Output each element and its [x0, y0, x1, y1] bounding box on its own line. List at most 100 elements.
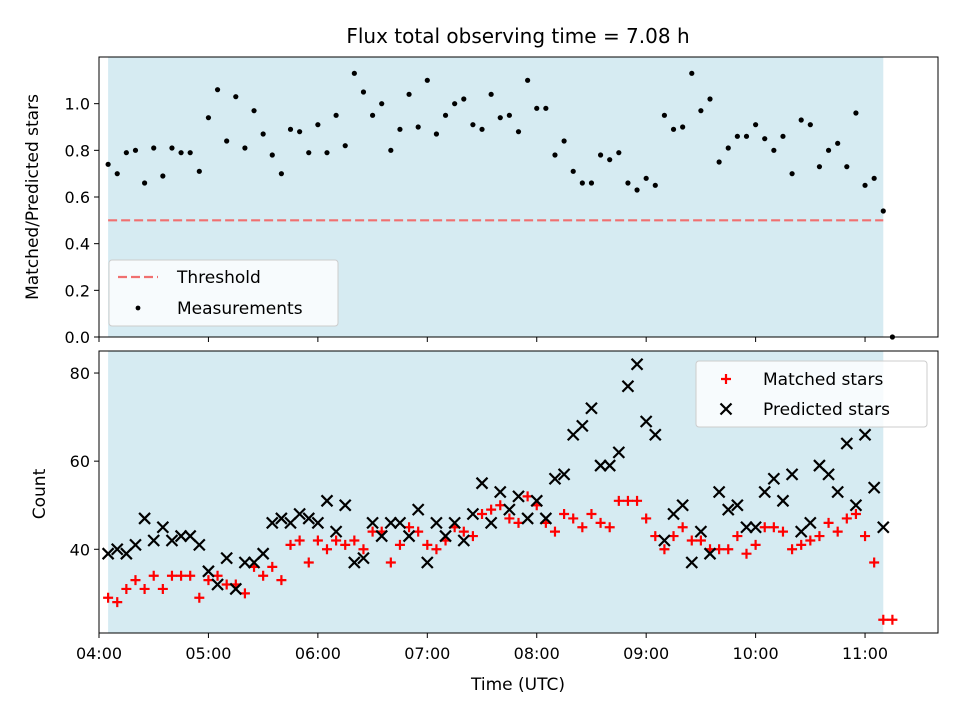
measurement-point	[397, 126, 403, 132]
measurement-point	[406, 91, 412, 97]
x-tick-label: 04:00	[76, 644, 122, 663]
measurement-point	[515, 129, 522, 135]
top-legend-box	[108, 259, 339, 327]
predicted-star-point	[110, 543, 124, 556]
matched-star-point	[632, 495, 643, 506]
matched-star-point	[659, 544, 670, 555]
measurement-point	[251, 108, 257, 114]
measurement-point	[442, 112, 449, 118]
matched-star-point	[869, 557, 880, 568]
measurement-point	[670, 126, 677, 132]
predicted-star-point	[530, 494, 544, 508]
matched-star-point	[121, 583, 132, 594]
matched-star-point	[887, 614, 898, 625]
predicted-star-point	[439, 529, 452, 543]
matched-star-point	[103, 592, 114, 603]
bottom-legend-box	[695, 360, 928, 428]
legend-measurements-label: Measurements	[177, 299, 303, 319]
measurement-point	[461, 96, 467, 102]
predicted-star-point	[822, 468, 835, 481]
predicted-star-point	[512, 490, 525, 503]
measurement-point	[224, 138, 230, 144]
measurement-point	[780, 133, 786, 139]
matched-star-point	[139, 583, 150, 594]
predicted-star-point	[703, 547, 717, 560]
predicted-star-point	[867, 481, 881, 494]
measurement-point	[479, 126, 485, 132]
predicted-star-point	[156, 520, 170, 534]
predicted-star-point	[293, 507, 306, 521]
legend-matched-label: Matched stars	[763, 370, 883, 390]
predicted-star-point	[448, 516, 461, 530]
matched-star-point	[312, 535, 323, 546]
matched-star-point	[787, 544, 798, 555]
matched-star-point	[258, 570, 269, 581]
matched-star-point	[622, 495, 633, 506]
matched-star-point	[805, 535, 816, 546]
matched-star-point	[832, 526, 843, 537]
top-axis-ticks: 0.0 0.2 0.4 0.6 0.8 1.0	[65, 95, 866, 347]
measurement-point	[871, 175, 877, 181]
matched-star-point	[148, 570, 159, 581]
predicted-star-point	[138, 512, 151, 525]
predicted-star-point	[858, 428, 872, 441]
predicted-star-point	[220, 551, 233, 565]
measurement-point	[607, 157, 613, 163]
measurement-point	[169, 145, 175, 151]
predicted-star-point	[557, 468, 571, 481]
predicted-star-point	[548, 472, 562, 486]
matched-star-point	[385, 557, 396, 568]
matched-star-point	[777, 526, 788, 537]
top-panel: Flux total observing time = 7.08 h 0.00.…	[23, 24, 939, 347]
measurement-point	[652, 182, 658, 188]
measurement-point	[141, 180, 148, 186]
matched-star-point	[823, 517, 834, 528]
top-legend: Threshold Measurements	[108, 259, 339, 327]
bottom-y-tick-label: 60	[70, 452, 90, 471]
measurement-point	[698, 108, 704, 114]
predicted-star-point	[466, 507, 480, 521]
measurement-point	[315, 122, 321, 128]
measurement-point	[543, 105, 549, 111]
measurement-point	[588, 180, 595, 186]
matched-star-point	[677, 522, 688, 533]
measurement-point	[260, 131, 266, 137]
measurement-point	[707, 96, 713, 102]
measurement-point	[360, 89, 367, 95]
measurement-point	[579, 180, 585, 186]
matched-star-point	[841, 513, 852, 524]
predicted-star-point	[658, 534, 671, 547]
x-tick-label: 11:00	[842, 644, 888, 663]
predicted-star-point	[411, 503, 425, 516]
matched-star-point	[586, 509, 597, 520]
measurement-point	[415, 124, 421, 130]
legend-predicted-swatch	[719, 402, 733, 416]
measurement-point	[552, 152, 558, 158]
measurement-point	[205, 115, 212, 121]
predicted-star-point	[202, 565, 215, 578]
matched-star-point	[686, 535, 697, 546]
predicted-star-point	[421, 556, 434, 569]
measurement-point	[753, 122, 759, 128]
x-axis-label: Time (UTC)	[470, 675, 565, 695]
measurement-point	[789, 171, 795, 177]
measurement-point	[825, 147, 832, 153]
measurement-point	[151, 145, 157, 151]
predicted-star-point	[211, 578, 224, 591]
matched-star-point	[321, 544, 332, 555]
matched-star-point	[157, 583, 168, 594]
matched-star-point	[276, 575, 287, 586]
measurement-point	[661, 112, 668, 118]
matched-star-point	[194, 592, 205, 603]
predicted-star-point	[348, 556, 361, 569]
predicted-star-point	[193, 538, 206, 552]
predicted-star-point	[393, 516, 407, 530]
predicted-star-point	[649, 428, 662, 441]
matched-star-point	[741, 548, 752, 559]
predicted-star-point	[503, 503, 516, 516]
measurement-point	[105, 161, 111, 167]
predicted-star-point	[265, 516, 279, 530]
matched-star-point	[568, 513, 579, 524]
x-tick-label: 07:00	[404, 644, 450, 663]
bottom-legend: Matched stars Predicted stars	[695, 360, 928, 428]
